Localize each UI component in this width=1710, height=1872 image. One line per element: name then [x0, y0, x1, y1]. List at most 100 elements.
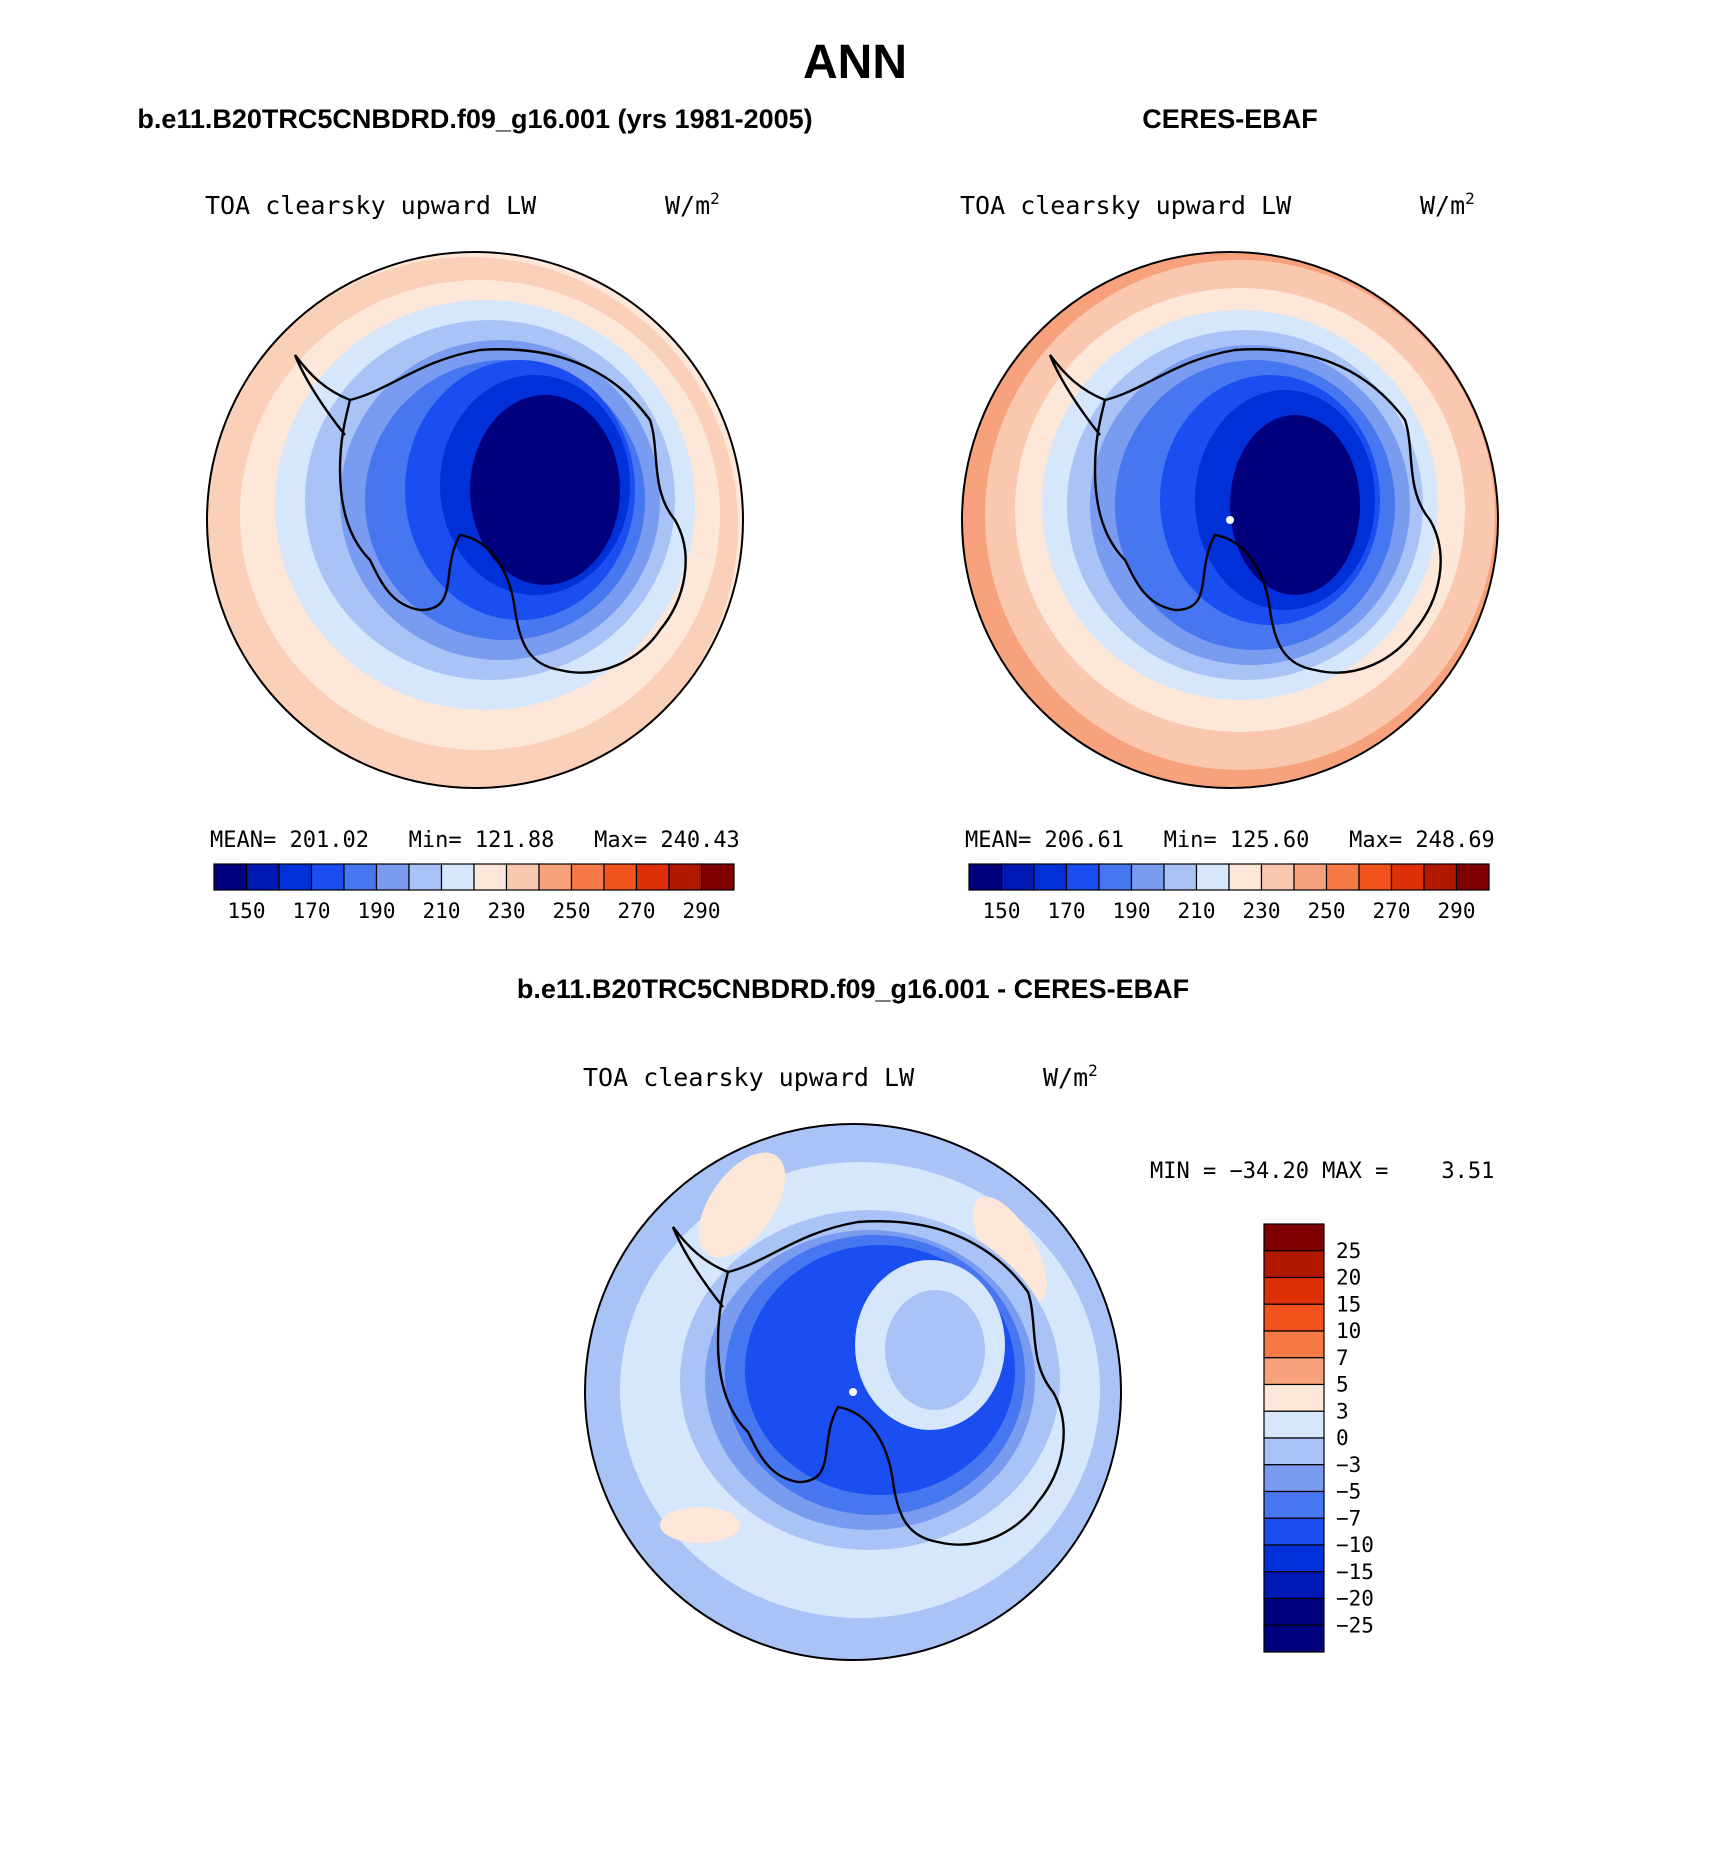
- colorbar-tick-label: 210: [423, 899, 461, 923]
- polar-map: [207, 252, 743, 788]
- field-name: TOA clearsky upward LW: [205, 191, 537, 220]
- colorbar-swatch: [1263, 1383, 1325, 1412]
- patch-warm: [698, 1152, 786, 1258]
- colorbar-swatch: [1033, 863, 1068, 891]
- units-exponent: 2: [710, 189, 720, 208]
- colorbar-swatch: [1263, 1544, 1325, 1573]
- colorbar-swatch: [1423, 863, 1458, 891]
- units-label: W/m2: [665, 189, 720, 220]
- colorbar-tick-label: 270: [618, 899, 656, 923]
- colorbar-tick-label: −20: [1336, 1587, 1374, 1611]
- colorbar-swatch: [1263, 1357, 1325, 1386]
- colorbar: [1263, 1223, 1325, 1653]
- polar-map: [585, 1124, 1121, 1660]
- colorbar-tick-label: 150: [983, 899, 1021, 923]
- colorbar-tick-label: 230: [1243, 899, 1281, 923]
- colorbar-tick-label: −15: [1336, 1560, 1374, 1584]
- colorbar-tick-label: −25: [1336, 1613, 1374, 1637]
- stats-label: MEAN= 206.61 Min= 125.60 Max= 248.69: [965, 828, 1495, 853]
- colorbar-ticks: 150 170 190 210 230 250 270 290: [228, 899, 721, 923]
- units-label: W/m2: [1043, 1061, 1098, 1092]
- colorbar-swatch: [440, 863, 475, 891]
- colorbar-swatch: [538, 863, 573, 891]
- colorbar-swatch: [1390, 863, 1425, 891]
- units-base: W/m: [1420, 191, 1465, 220]
- patch-warm: [660, 1507, 740, 1543]
- colorbar-tick-label: 170: [293, 899, 331, 923]
- units-exponent: 2: [1088, 1061, 1098, 1080]
- panel-obs: CERES-EBAF TOA clearsky upward LW W/m2 M…: [960, 104, 1499, 923]
- colorbar-swatch: [1098, 863, 1133, 891]
- colorbar-tick-label: 190: [358, 899, 396, 923]
- map-border: [206, 251, 744, 789]
- colorbar-tick-label: 250: [553, 899, 591, 923]
- colorbar-tick-label: 5: [1336, 1373, 1349, 1397]
- colorbar: [968, 863, 1490, 891]
- colorbar-swatch: [1163, 863, 1198, 891]
- colorbar-swatch: [1263, 1223, 1325, 1252]
- pole-marker: [1226, 516, 1234, 524]
- units-base: W/m: [1043, 1063, 1088, 1092]
- panel-heading: b.e11.B20TRC5CNBDRD.f09_g16.001 - CERES-…: [517, 974, 1189, 1004]
- colorbar-swatch: [1260, 863, 1295, 891]
- pole-marker: [849, 1388, 857, 1396]
- colorbar-swatch: [1263, 1330, 1325, 1359]
- colorbar-swatch: [1263, 1250, 1325, 1279]
- colorbar-swatch: [245, 863, 280, 891]
- colorbar-swatch: [505, 863, 540, 891]
- colorbar-tick-label: 250: [1308, 899, 1346, 923]
- patch-warm: [973, 1196, 1047, 1304]
- colorbar-swatch: [1195, 863, 1230, 891]
- colorbar-swatch: [668, 863, 703, 891]
- colorbar: [213, 863, 735, 891]
- colorbar-tick-label: 290: [1438, 899, 1476, 923]
- colorbar-tick-label: 0: [1336, 1426, 1349, 1450]
- colorbar-swatch: [310, 863, 345, 891]
- colorbar-tick-label: −10: [1336, 1533, 1374, 1557]
- colorbar-tick-label: −7: [1336, 1506, 1361, 1530]
- field-name: TOA clearsky upward LW: [583, 1063, 915, 1092]
- colorbar-swatch: [375, 863, 410, 891]
- colorbar-swatch: [473, 863, 508, 891]
- colorbar-swatch: [1358, 863, 1393, 891]
- map-border: [961, 251, 1499, 789]
- colorbar-swatch: [1263, 1624, 1325, 1653]
- colorbar-tick-label: 190: [1113, 899, 1151, 923]
- colorbar-tick-label: 290: [683, 899, 721, 923]
- colorbar-tick-label: 15: [1336, 1292, 1361, 1316]
- stats-label: MEAN= 201.02 Min= 121.88 Max= 240.43: [210, 828, 740, 853]
- colorbar-swatch: [1130, 863, 1165, 891]
- colorbar-swatch: [1293, 863, 1328, 891]
- colorbar-swatch: [603, 863, 638, 891]
- colorbar-swatch: [1263, 1597, 1325, 1626]
- colorbar-swatch: [278, 863, 313, 891]
- colorbar-swatch: [1065, 863, 1100, 891]
- colorbar-swatch: [1325, 863, 1360, 891]
- units-base: W/m: [665, 191, 710, 220]
- colorbar-tick-label: 150: [228, 899, 266, 923]
- interior-light: [885, 1290, 985, 1410]
- colorbar-swatch: [1263, 1490, 1325, 1519]
- colorbar-swatch: [1000, 863, 1035, 891]
- colorbar-tick-label: 170: [1048, 899, 1086, 923]
- units-exponent: 2: [1465, 189, 1475, 208]
- colorbar-tick-label: 10: [1336, 1319, 1361, 1343]
- page-title: ANN: [803, 36, 907, 89]
- panel-heading: b.e11.B20TRC5CNBDRD.f09_g16.001 (yrs 198…: [137, 104, 812, 134]
- colorbar-tick-label: −3: [1336, 1453, 1361, 1477]
- units-label: W/m2: [1420, 189, 1475, 220]
- colorbar-swatch: [570, 863, 605, 891]
- colorbar-tick-label: 3: [1336, 1399, 1349, 1423]
- colorbar-tick-label: 7: [1336, 1346, 1349, 1370]
- colorbar-swatch: [968, 863, 1003, 891]
- colorbar-swatch: [1228, 863, 1263, 891]
- colorbar-swatch: [1263, 1303, 1325, 1332]
- colorbar-swatch: [635, 863, 670, 891]
- colorbar-swatch: [1263, 1517, 1325, 1546]
- colorbar-swatch: [408, 863, 443, 891]
- band-navy: [1230, 415, 1360, 595]
- colorbar-tick-label: −5: [1336, 1480, 1361, 1504]
- colorbar-swatch: [1263, 1276, 1325, 1305]
